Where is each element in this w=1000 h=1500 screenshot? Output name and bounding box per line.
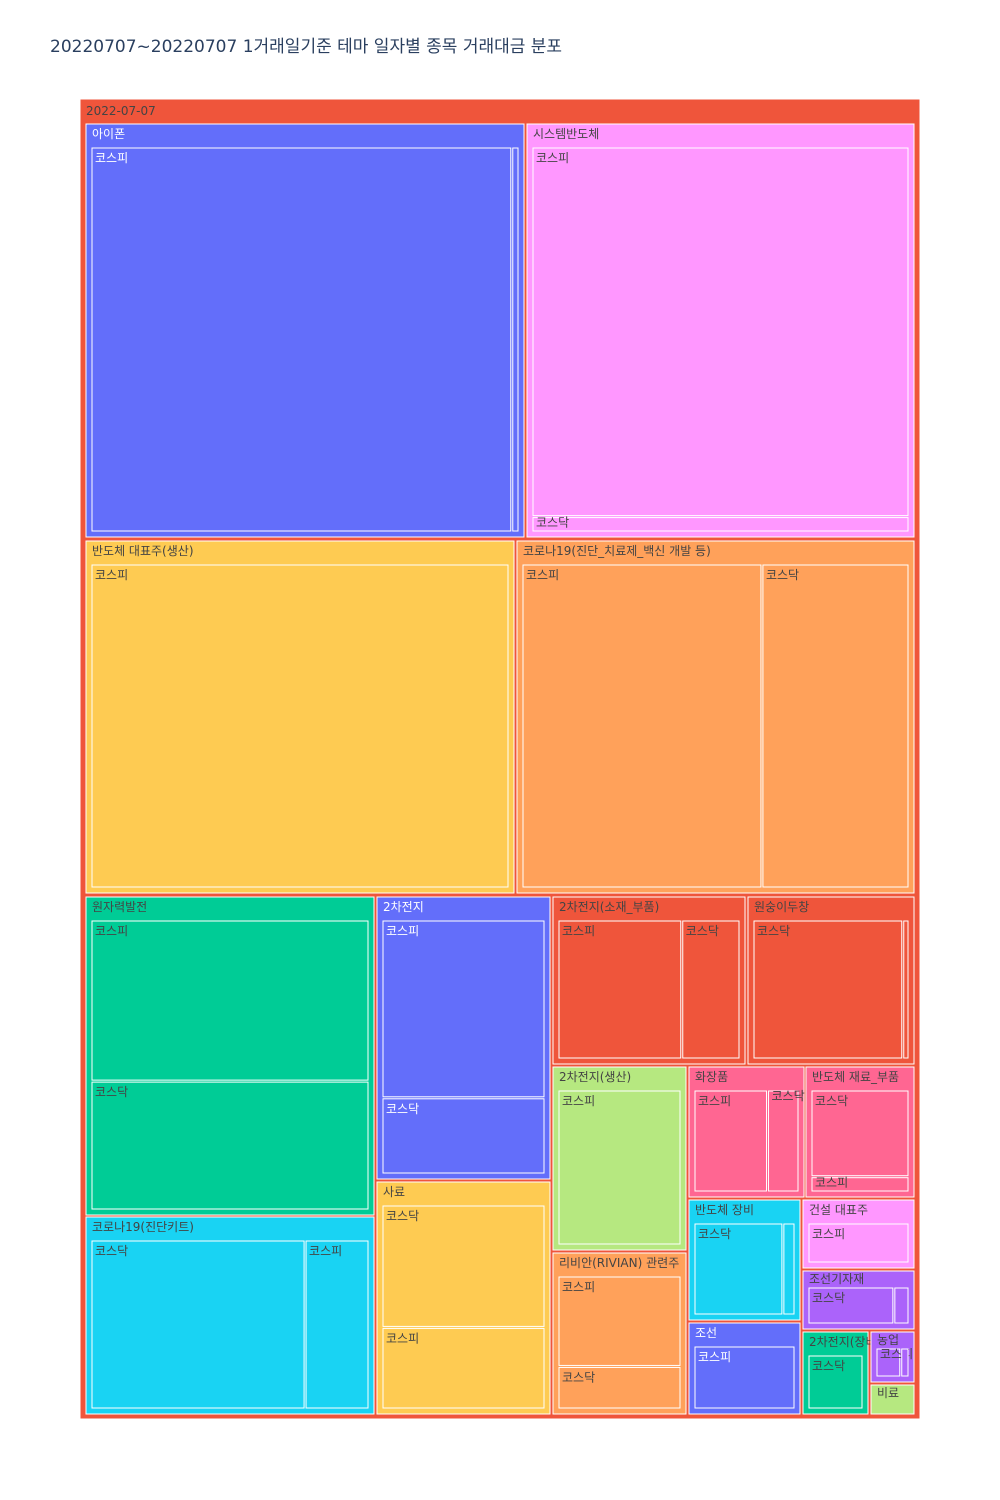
theme-label-18: 2차전지(장비) [809, 1335, 881, 1349]
stock-tile-5-1[interactable] [305, 1240, 369, 1409]
theme-label-14: 반도체 장비 [695, 1203, 754, 1217]
stock-tile-14-1[interactable] [783, 1223, 795, 1315]
treemap-root-label: 2022-07-07 [86, 104, 156, 118]
stock-tile-6-0[interactable] [382, 920, 545, 1098]
stock-label-11-1: 코스닥 [562, 1370, 595, 1384]
theme-label-11: 리비안(RIVIAN) 관련주 [559, 1256, 679, 1270]
stock-tile-18-0[interactable] [808, 1355, 863, 1409]
theme-tile-20[interactable] [870, 1384, 915, 1415]
stock-tile-1-1[interactable] [532, 517, 909, 532]
stock-label-7-0: 코스닥 [386, 1209, 419, 1223]
stock-label-6-0: 코스피 [386, 924, 419, 938]
stock-tile-16-0[interactable] [808, 1287, 894, 1324]
stock-tile-9-1[interactable] [903, 920, 909, 1059]
stock-label-8-0: 코스피 [562, 924, 595, 938]
stock-label-18-0: 코스닥 [812, 1359, 845, 1373]
theme-label-6: 2차전지 [383, 900, 424, 914]
stock-label-3-0: 코스피 [526, 568, 559, 582]
stock-tile-1-0[interactable] [532, 147, 909, 517]
stock-label-4-1: 코스닥 [95, 1085, 128, 1099]
theme-label-1: 시스템반도체 [533, 127, 599, 141]
stock-tile-19-1[interactable] [901, 1348, 909, 1377]
chart-title: 20220707~20220707 1거래일기준 테마 일자별 종목 거래대금 … [50, 37, 563, 57]
stock-label-2-0: 코스피 [95, 568, 128, 582]
stock-label-3-1: 코스닥 [766, 568, 799, 582]
stock-tile-12-0[interactable] [694, 1090, 767, 1192]
stock-tile-13-1[interactable] [811, 1177, 909, 1192]
stock-tile-13-0[interactable] [811, 1090, 909, 1177]
stock-tile-15-0[interactable] [808, 1223, 909, 1263]
stock-label-1-1: 코스닥 [536, 516, 569, 530]
stock-tile-7-0[interactable] [382, 1205, 545, 1327]
stock-tile-3-1[interactable] [762, 564, 909, 888]
stock-tile-19-0[interactable] [876, 1348, 901, 1377]
theme-label-17: 조선 [695, 1326, 717, 1340]
stock-label-6-1: 코스닥 [386, 1102, 419, 1116]
stock-label-11-0: 코스피 [562, 1280, 595, 1294]
stock-tile-0-1[interactable] [512, 147, 519, 532]
stock-label-13-1: 코스피 [815, 1176, 848, 1190]
stock-label-12-0: 코스피 [698, 1094, 731, 1108]
theme-label-13: 반도체 재료_부품 [812, 1070, 899, 1084]
stock-tile-17-0[interactable] [694, 1346, 795, 1409]
stock-label-4-0: 코스피 [95, 924, 128, 938]
stock-label-1-0: 코스피 [536, 151, 569, 165]
theme-label-8: 2차전지(소재_부품) [559, 900, 659, 914]
theme-label-7: 사료 [383, 1185, 405, 1199]
stock-tile-3-0[interactable] [522, 564, 762, 888]
theme-label-19: 농업 [877, 1333, 899, 1347]
theme-label-10: 2차전지(생산) [559, 1070, 631, 1084]
stock-label-9-0: 코스닥 [757, 924, 790, 938]
stock-label-16-0: 코스닥 [812, 1291, 845, 1305]
stock-tile-5-0[interactable] [91, 1240, 305, 1409]
theme-label-2: 반도체 대표주(생산) [92, 544, 194, 558]
theme-label-3: 코로나19(진단_치료제_백신 개발 등) [523, 544, 711, 558]
stock-label-5-1: 코스피 [309, 1244, 342, 1258]
stock-label-8-1: 코스닥 [686, 924, 719, 938]
stock-label-14-0: 코스닥 [698, 1227, 731, 1241]
stock-tile-8-0[interactable] [558, 920, 682, 1059]
stock-label-17-0: 코스피 [698, 1350, 731, 1364]
stock-tile-12-1[interactable] [768, 1090, 799, 1192]
stock-tile-11-1[interactable] [558, 1366, 681, 1409]
stock-tile-11-0[interactable] [558, 1276, 681, 1366]
stock-label-5-0: 코스닥 [95, 1244, 128, 1258]
stock-label-7-1: 코스피 [386, 1331, 419, 1345]
stock-tile-9-0[interactable] [753, 920, 903, 1059]
stock-label-12-1: 코스닥 [772, 1089, 805, 1103]
stock-tile-14-0[interactable] [694, 1223, 783, 1315]
theme-label-9: 원숭이두창 [754, 900, 809, 914]
stock-tile-4-0[interactable] [91, 920, 369, 1081]
theme-label-12: 화장품 [695, 1070, 728, 1084]
stock-label-10-0: 코스피 [562, 1094, 595, 1108]
stock-tile-7-1[interactable] [382, 1327, 545, 1409]
theme-label-20: 비료 [877, 1386, 899, 1400]
theme-label-5: 코로나19(진단키트) [92, 1220, 194, 1234]
stock-label-13-0: 코스닥 [815, 1094, 848, 1108]
stock-tile-8-1[interactable] [682, 920, 740, 1059]
stock-tile-4-1[interactable] [91, 1081, 369, 1210]
stock-tile-0-0[interactable] [91, 147, 512, 532]
stock-tile-10-0[interactable] [558, 1090, 681, 1245]
stock-tile-2-0[interactable] [91, 564, 509, 888]
stock-tile-16-1[interactable] [894, 1287, 909, 1324]
theme-label-16: 조선기자재 [809, 1272, 864, 1286]
stock-tile-6-1[interactable] [382, 1098, 545, 1174]
stock-label-0-0: 코스피 [95, 151, 128, 165]
theme-label-0: 아이폰 [92, 127, 125, 141]
stock-label-15-0: 코스피 [812, 1227, 845, 1241]
theme-label-4: 원자력발전 [92, 900, 147, 914]
theme-label-15: 건설 대표주 [809, 1203, 868, 1217]
